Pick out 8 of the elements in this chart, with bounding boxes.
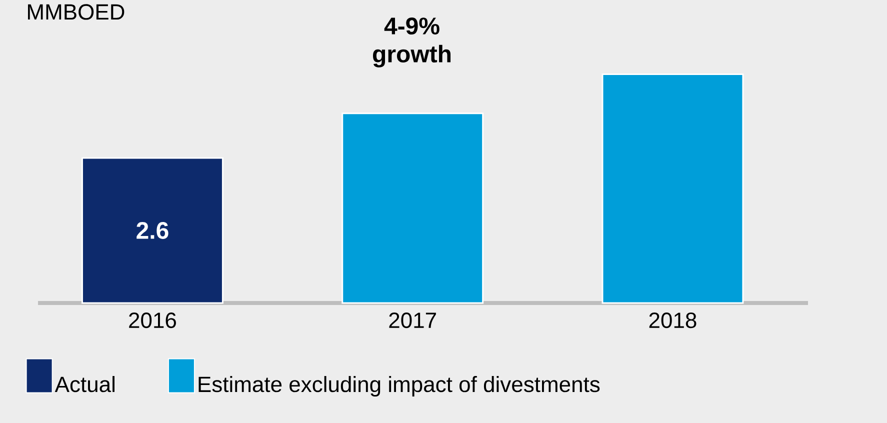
- legend-label: Actual: [54, 376, 114, 392]
- text: 4-9% growth: [373, 18, 451, 68]
- legend-label: Estimate excluding impact of divestments: [198, 376, 600, 397]
- x-tick-label: 2017: [389, 312, 436, 328]
- x-tick-label: 2016: [129, 312, 176, 328]
- text: MMBOED: [28, 4, 124, 20]
- data-label: 2.6: [136, 222, 168, 239]
- x-tick-label: 2018: [649, 312, 696, 328]
